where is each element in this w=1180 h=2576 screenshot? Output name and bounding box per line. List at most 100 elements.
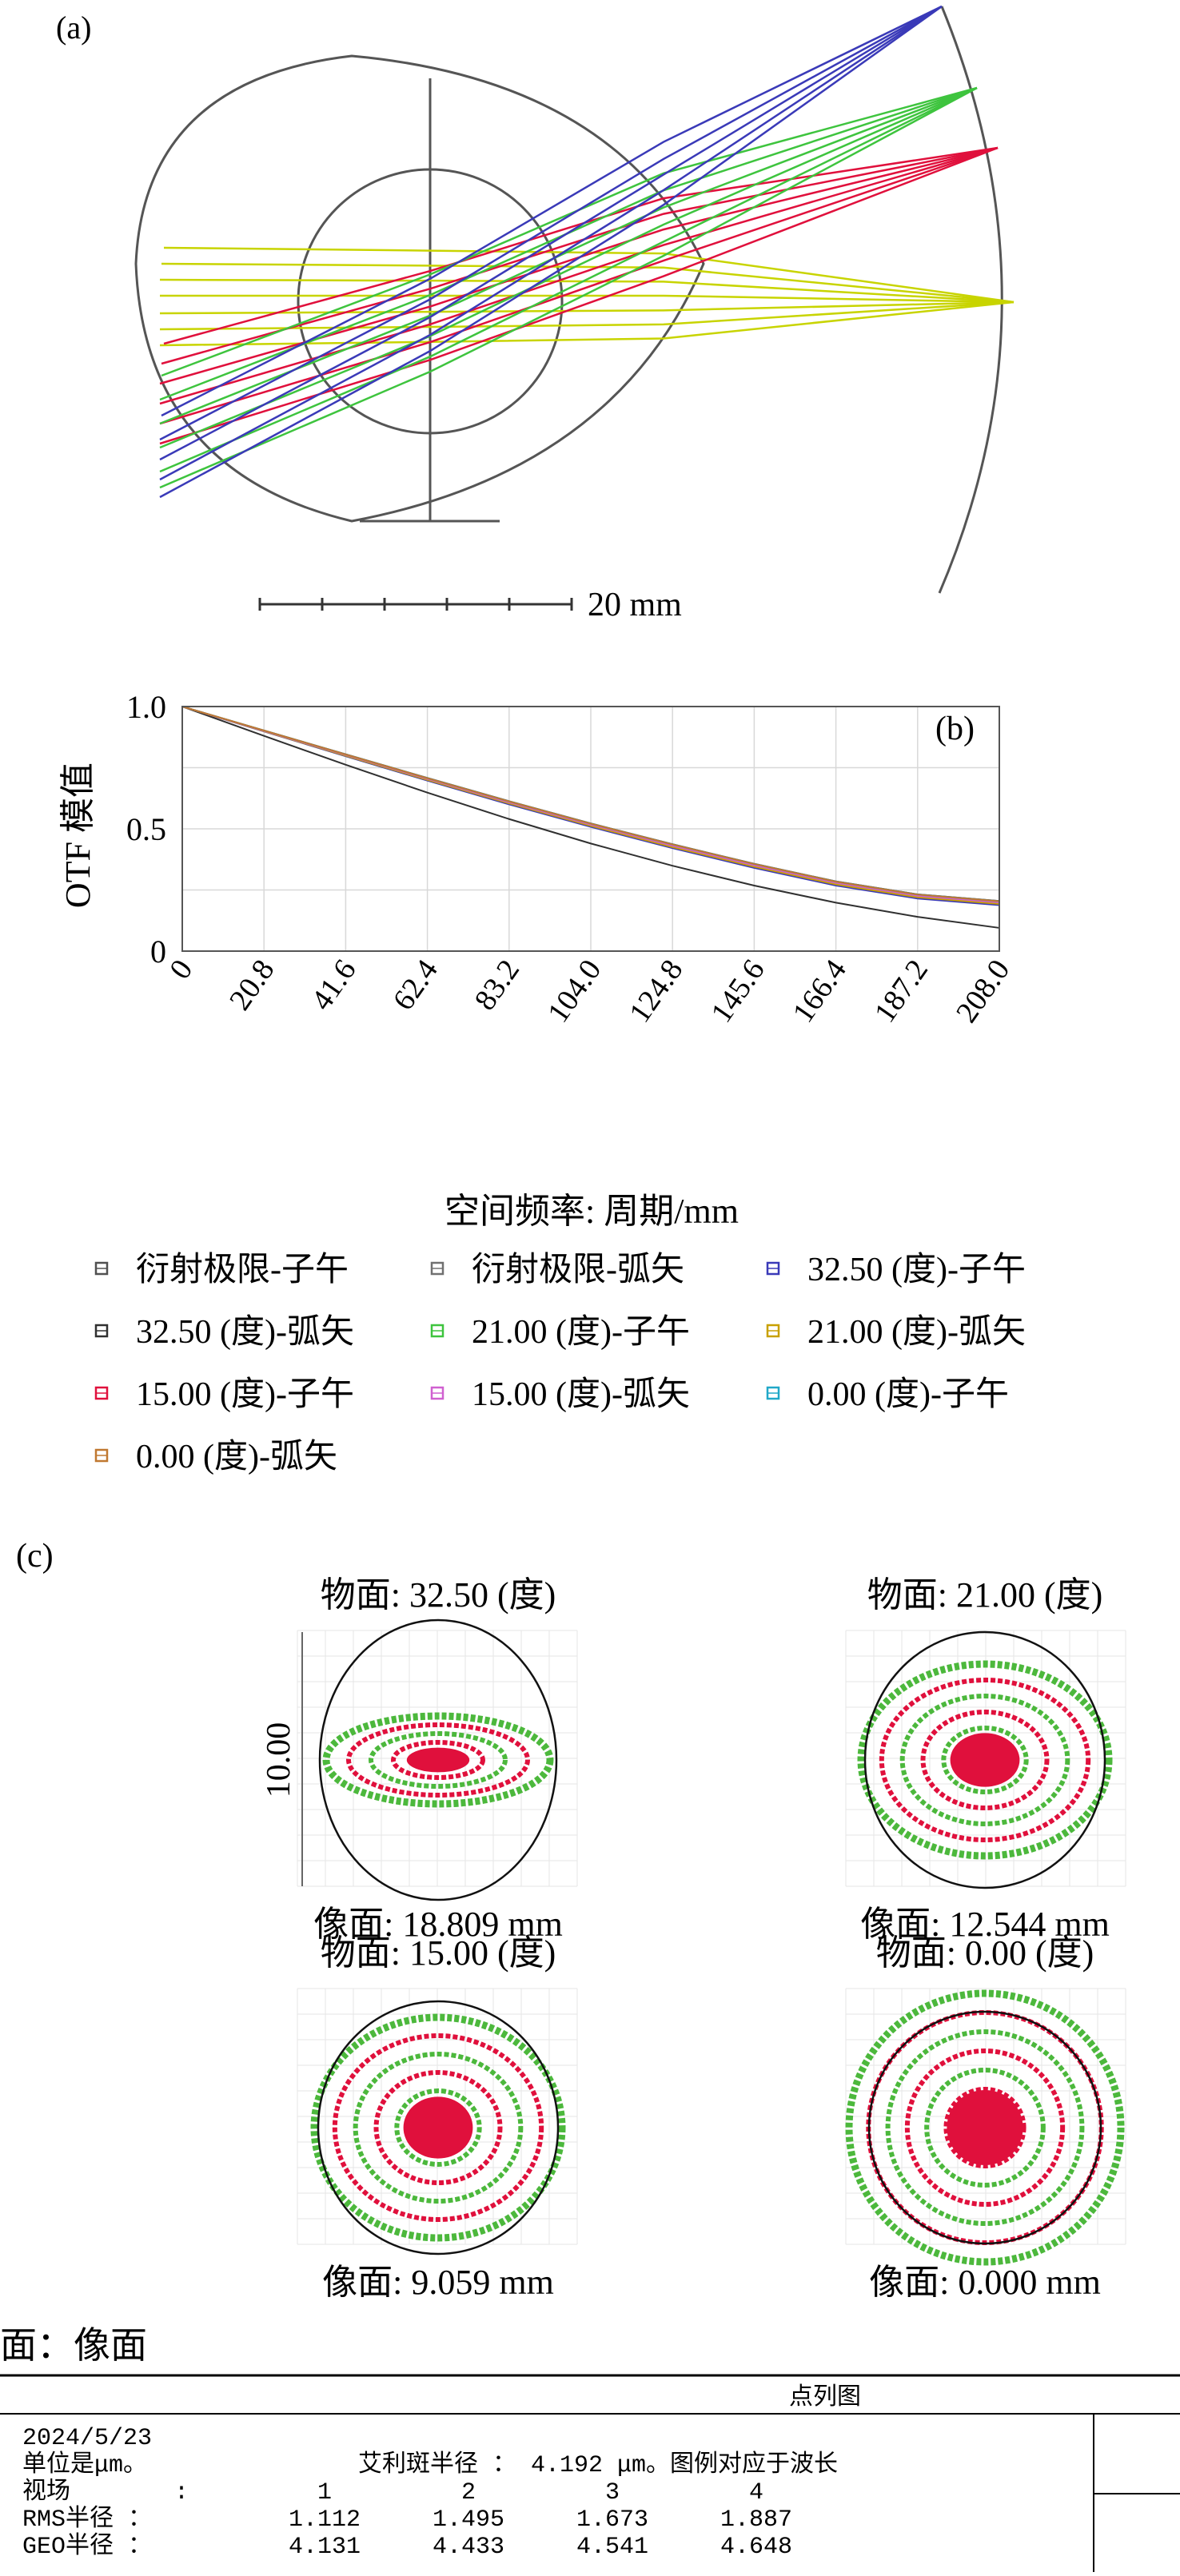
spot-core: [406, 1747, 470, 1773]
x-tick-label: 166.4: [787, 954, 853, 1029]
ray-blue: [159, 5, 943, 441]
info-value: 1: [317, 2479, 332, 2506]
legend-entry: 15.00 (度)-子午: [136, 1376, 354, 1413]
ray-yellow: [159, 294, 1015, 304]
ray-blue: [159, 5, 943, 481]
info-value: 4.541: [576, 2534, 648, 2561]
spot-ring: [394, 2088, 482, 2167]
y-tick-label: 0.5: [126, 811, 166, 847]
ray-blue: [159, 5, 943, 461]
info-value: 1.673: [576, 2506, 648, 2534]
spot-diagrams: (c) 物面: 32.50 (度) 像面: 18.809 mm 物面: 21.00 …: [0, 1538, 1126, 2366]
ray-red: [159, 146, 999, 385]
legend-entry: 15.00 (度)-弧矢: [472, 1376, 690, 1413]
x-tick-label: 187.2: [868, 954, 935, 1029]
x-tick-label: 208.0: [950, 954, 1016, 1029]
spot-diagram-panel: (c) 物面: 32.50 (度) 像面: 18.809 mm 物面: 21.00 …: [0, 1503, 1180, 2374]
ray-green: [159, 86, 978, 425]
info-unit: 单位是μm。: [22, 2451, 147, 2479]
spot-ring: [924, 2068, 1046, 2188]
spot-ring: [373, 2070, 503, 2185]
ray-bundles: [159, 5, 1015, 499]
panel-a-label: (a): [56, 10, 91, 46]
spot-diagram-4: 物面: 0.00 (度) 像面: 0.000 mm: [845, 1933, 1126, 2302]
info-title: 点列图: [789, 2383, 861, 2412]
info-rms-values: 1.112 1.495 1.673 1.887: [289, 2506, 792, 2534]
info-value: 1.495: [433, 2506, 504, 2534]
legend-entry: 32.50 (度)-弧矢: [136, 1314, 354, 1351]
series-line-9: [181, 706, 1000, 902]
info-value: 1.887: [720, 2506, 792, 2534]
info-rms-label: RMS半径 ：: [22, 2505, 152, 2534]
legend-entry: 0.00 (度)-弧矢: [136, 1439, 337, 1475]
spot-core: [950, 1733, 1020, 1787]
spot-core: [403, 2096, 473, 2159]
info-value: 4.648: [720, 2534, 792, 2561]
spot-ring: [332, 2033, 544, 2222]
spot-diagram-1: 物面: 32.50 (度) 像面: 18.809 mm: [297, 1575, 578, 1944]
legend-entry: 0.00 (度)-子午: [807, 1376, 1009, 1413]
chart-series-lines: [181, 706, 1000, 929]
x-tick-label: 124.8: [623, 954, 689, 1029]
ray-yellow: [159, 301, 1015, 331]
spot-ring: [899, 1694, 1070, 1826]
airy-disk-circle: [863, 1630, 1106, 1889]
info-geo-values: 4.131 4.433 4.541 4.648: [289, 2534, 792, 2561]
spot-info-table: 点列图 2024/5/23 单位是μm。 艾利斑半径 ： 4.192 μm。图例…: [0, 2374, 1180, 2572]
y-tick-label: 0: [150, 934, 166, 969]
x-tick-labels: 0 20.8 41.6 62.4 83.2 104.0 124.8 145.6 166.4 187…: [163, 954, 1016, 1029]
legend-entry: 衍射极限-弧矢: [472, 1252, 684, 1288]
spot-diagram-3: 物面: 15.00 (度) 像面: 9.059 mm: [297, 1933, 578, 2302]
plot-area-frame: [181, 706, 1000, 952]
info-value: 4.433: [433, 2534, 504, 2561]
x-tick-label: 41.6: [305, 954, 363, 1017]
info-airy-radius: 艾利斑半径 ： 4.192 μm。图例对应于波长: [358, 2451, 838, 2479]
lens-diagram: (a) 20 mm: [56, 5, 1015, 623]
spot-ring: [857, 1660, 1113, 1860]
info-geo-label: GEO半径 ：: [22, 2532, 152, 2561]
y-axis-label: OTF 模值: [58, 762, 98, 908]
y-tick-label: 1.0: [126, 689, 166, 725]
chart-legend: 衍射极限-子午 衍射极限-弧矢 32.50 (度)-子午 32.50 (度)-弧矢 21…: [94, 1252, 1026, 1475]
legend-entry: 32.50 (度)-子午: [807, 1252, 1026, 1288]
lens-diagram-panel: (a) 20 mm: [0, 0, 1180, 639]
spot-image-label: 像面: 12.544 mm: [860, 1905, 1110, 1944]
ray-green: [161, 86, 978, 377]
info-field-numbers: 1 2 3 4: [317, 2479, 763, 2506]
panel-b-label: (b): [935, 711, 975, 747]
spot-object-label: 物面: 15.00 (度): [321, 1933, 556, 1973]
spot-ring: [310, 2013, 566, 2242]
ray-yellow: [159, 301, 1015, 315]
spot-ring: [920, 1710, 1050, 1810]
spot-image-label: 像面: 9.059 mm: [322, 2263, 554, 2302]
spot-diagram-grid: 物面: 32.50 (度) 像面: 18.809 mm 物面: 21.00 (度) 像…: [297, 1575, 1126, 2302]
series-line-3: [181, 706, 1000, 929]
spot-ring: [346, 1722, 530, 1798]
airy-disk-circle: [317, 2000, 560, 2255]
spot-image-label: 像面: 0.000 mm: [869, 2263, 1101, 2302]
spot-ring: [322, 1712, 554, 1808]
face-label: 面：像面: [0, 2325, 147, 2366]
spot-ring: [879, 1678, 1091, 1842]
x-tick-label: 145.6: [704, 954, 771, 1029]
legend-entry: 21.00 (度)-弧矢: [807, 1314, 1026, 1351]
info-value: 4: [749, 2479, 763, 2506]
x-tick-label: 20.8: [223, 954, 281, 1017]
airy-disk-circle: [318, 1618, 558, 1901]
x-tick-label: 62.4: [386, 954, 444, 1017]
ray-green: [159, 86, 978, 473]
spot-ring: [941, 1726, 1029, 1794]
panel-c-label: (c): [16, 1538, 54, 1575]
spot-scale-label: 10.00: [261, 1722, 297, 1798]
spot-info-box: 点列图 2024/5/23 单位是μm。 艾利斑半径 ： 4.192 μm。图例…: [0, 2374, 1180, 2572]
mtf-chart: 0 0.5 1.0 0 20.8 41.6 62.4 83.2 104.0 124.8 145.6…: [58, 689, 1026, 1475]
ray-green: [159, 86, 978, 449]
info-field-colon: :: [174, 2479, 189, 2506]
spot-image-label: 像面: 18.809 mm: [313, 1905, 563, 1944]
ray-red: [163, 146, 999, 345]
info-field-label: 视场: [22, 2478, 70, 2506]
spot-core: [947, 2089, 1023, 2166]
info-value: 1.112: [289, 2506, 361, 2534]
spot-object-label: 物面: 32.50 (度): [321, 1575, 556, 1614]
spot-ring: [904, 2048, 1066, 2207]
